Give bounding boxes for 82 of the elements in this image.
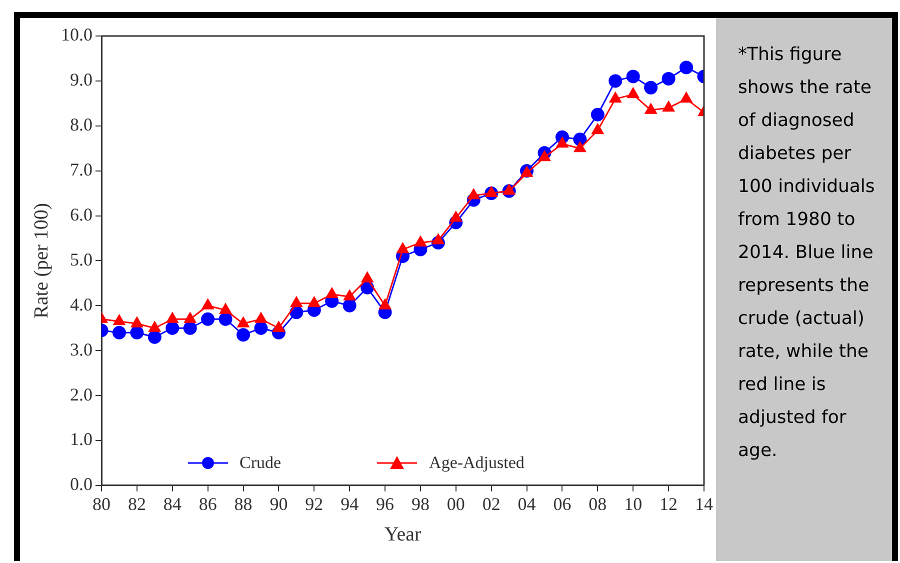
- x-tick-label: 84: [163, 494, 182, 514]
- point: [342, 298, 356, 312]
- y-tick-label: 9.0: [70, 70, 92, 90]
- y-tick-label: 3.0: [70, 339, 92, 360]
- x-tick-label: 90: [270, 494, 288, 514]
- x-tick-label: 14: [695, 494, 713, 514]
- y-tick-label: 2.0: [70, 384, 92, 404]
- point: [503, 184, 516, 195]
- x-tick-label: 80: [92, 494, 110, 514]
- point: [662, 101, 675, 112]
- point: [609, 92, 622, 103]
- point: [112, 326, 126, 340]
- point: [255, 312, 267, 323]
- point: [361, 272, 374, 282]
- point: [166, 312, 178, 323]
- point: [414, 236, 426, 246]
- y-tick-label: 6.0: [70, 204, 92, 224]
- x-tick-label: 82: [128, 494, 146, 514]
- legend-label: Crude: [240, 453, 282, 474]
- point: [644, 80, 658, 94]
- legend-label: Age-Adjusted: [429, 453, 524, 474]
- y-tick-label: 4.0: [70, 294, 92, 314]
- point: [130, 316, 143, 328]
- point: [574, 142, 586, 152]
- point: [148, 330, 162, 344]
- x-tick-label: 08: [588, 494, 607, 514]
- point: [236, 328, 250, 342]
- point: [396, 242, 409, 254]
- point: [662, 72, 676, 86]
- point: [148, 321, 161, 332]
- point: [201, 312, 215, 326]
- point: [627, 88, 640, 98]
- point: [113, 314, 126, 326]
- x-tick-label: 12: [660, 494, 678, 514]
- point: [644, 103, 657, 114]
- point: [379, 298, 391, 310]
- point: [254, 321, 268, 335]
- x-tick-label: 06: [553, 494, 572, 514]
- x-tick-label: 86: [198, 494, 217, 514]
- y-tick-label: 0.0: [70, 474, 92, 494]
- point: [237, 316, 250, 328]
- y-tick-label: 7.0: [70, 160, 92, 180]
- point: [680, 60, 694, 74]
- point: [590, 108, 604, 122]
- point: [184, 312, 196, 323]
- point: [450, 211, 462, 222]
- y-tick-label: 5.0: [70, 249, 92, 270]
- point: [272, 321, 285, 332]
- point: [556, 137, 568, 148]
- y-axis-title: Rate (per 100): [30, 202, 52, 318]
- point: [326, 288, 338, 298]
- point: [344, 290, 356, 300]
- x-tick-label: 04: [518, 494, 536, 514]
- point: [592, 124, 604, 134]
- point: [608, 74, 622, 88]
- y-tick-label: 8.0: [70, 114, 92, 135]
- point: [626, 70, 640, 84]
- point: [202, 298, 214, 310]
- x-tick-label: 88: [234, 494, 252, 514]
- point: [308, 296, 320, 308]
- point: [290, 296, 302, 308]
- x-axis-title: Year: [384, 523, 422, 546]
- text: *This figure shows the rate of diagnosed diabetes per 100 individuals from 1980 to 2014. Blue line represents the crude (actual) rate, while the red line is adjusted for age.: [738, 44, 875, 461]
- y-tick-label: 1.0: [70, 429, 92, 450]
- x-tick-label: 02: [482, 494, 500, 514]
- x-tick-label: 98: [411, 494, 430, 514]
- x-tick-label: 94: [340, 494, 359, 514]
- point: [432, 234, 444, 244]
- point: [680, 92, 692, 103]
- x-tick-label: 96: [376, 494, 394, 514]
- x-tick-label: 10: [624, 494, 642, 514]
- point: [468, 188, 480, 200]
- x-tick-label: 92: [305, 494, 324, 514]
- point: [130, 326, 144, 340]
- point: [485, 186, 498, 198]
- point: [218, 312, 232, 326]
- point: [183, 321, 197, 335]
- point: [538, 150, 550, 162]
- point: [166, 321, 180, 335]
- y-tick-label: 10.0: [61, 24, 92, 45]
- x-tick-label: 00: [446, 494, 465, 514]
- point: [220, 303, 232, 314]
